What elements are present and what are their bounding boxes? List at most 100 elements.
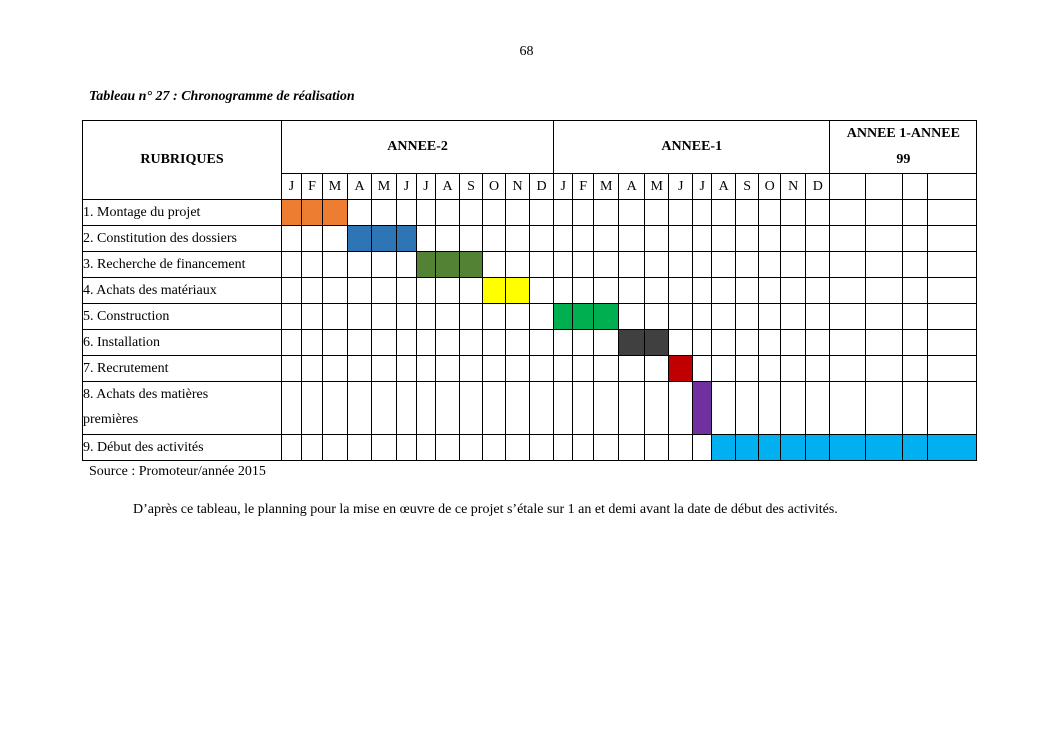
- gantt-empty-cell: [505, 199, 530, 226]
- gantt-empty-cell: [644, 277, 670, 304]
- gantt-empty-cell: [528, 381, 555, 435]
- gantt-empty-cell: [528, 251, 555, 278]
- task-label: 4. Achats des matériaux: [82, 277, 282, 304]
- gantt-empty-cell: [553, 329, 574, 356]
- gantt-empty-cell: [902, 303, 929, 330]
- gantt-empty-cell: [435, 225, 460, 252]
- gantt-empty-cell: [416, 199, 436, 226]
- gantt-empty-cell: [692, 251, 713, 278]
- month-header-y2-3: M: [322, 173, 348, 200]
- task-row: 6. Installation: [82, 329, 978, 356]
- gantt-empty-cell: [618, 381, 646, 435]
- gantt-empty-cell: [758, 225, 782, 252]
- gantt-empty-cell: [829, 225, 867, 252]
- task-row: 4. Achats des matériaux: [82, 277, 978, 304]
- month-header-y2-7: J: [416, 173, 436, 200]
- gantt-empty-cell: [780, 251, 807, 278]
- gantt-empty-cell: [644, 381, 670, 435]
- gantt-empty-cell: [416, 381, 436, 435]
- gantt-bar-cell: [459, 251, 483, 278]
- gantt-empty-cell: [805, 277, 831, 304]
- gantt-empty-cell: [459, 381, 483, 435]
- gantt-empty-cell: [668, 251, 694, 278]
- gantt-empty-cell: [735, 303, 760, 330]
- gantt-empty-cell: [644, 434, 670, 461]
- gantt-empty-cell: [593, 251, 620, 278]
- task-label: 3. Recherche de financement: [82, 251, 282, 278]
- gantt-empty-cell: [347, 381, 372, 435]
- gantt-empty-cell: [865, 199, 904, 226]
- gantt-empty-cell: [505, 251, 530, 278]
- task-label: 8. Achats des matières premières: [82, 381, 282, 435]
- gantt-empty-cell: [644, 225, 670, 252]
- task-label: 9. Début des activités: [82, 434, 282, 461]
- gantt-empty-cell: [347, 434, 372, 461]
- gantt-empty-cell: [396, 434, 417, 461]
- gantt-empty-cell: [528, 277, 555, 304]
- gantt-empty-cell: [711, 225, 737, 252]
- gantt-empty-cell: [396, 355, 417, 382]
- gantt-empty-cell: [435, 355, 460, 382]
- gantt-empty-cell: [829, 381, 867, 435]
- gantt-empty-cell: [927, 329, 978, 356]
- gantt-empty-cell: [505, 355, 530, 382]
- gantt-empty-cell: [572, 225, 595, 252]
- gantt-empty-cell: [435, 303, 460, 330]
- gantt-empty-cell: [711, 381, 737, 435]
- gantt-table-container: RUBRIQUES ANNEE-2 ANNEE-1 ANNEE 1-ANNEE …: [82, 120, 978, 461]
- gantt-empty-cell: [668, 303, 694, 330]
- gantt-empty-cell: [528, 225, 555, 252]
- month-header-y1-4: A: [618, 173, 646, 200]
- gantt-empty-cell: [322, 277, 348, 304]
- gantt-empty-cell: [865, 303, 904, 330]
- gantt-empty-cell: [927, 381, 978, 435]
- gantt-empty-cell: [482, 303, 506, 330]
- gantt-empty-cell: [482, 381, 506, 435]
- gantt-empty-cell: [692, 225, 713, 252]
- task-row: 3. Recherche de financement: [82, 251, 978, 278]
- gantt-bar-cell: [902, 434, 929, 461]
- gantt-empty-cell: [902, 355, 929, 382]
- gantt-empty-cell: [618, 434, 646, 461]
- gantt-empty-cell: [668, 329, 694, 356]
- gantt-empty-cell: [301, 355, 323, 382]
- year-header-last-line-2: 99: [896, 152, 911, 167]
- gantt-empty-cell: [829, 277, 867, 304]
- gantt-empty-cell: [902, 251, 929, 278]
- gantt-empty-cell: [927, 355, 978, 382]
- gantt-empty-cell: [668, 434, 694, 461]
- gantt-empty-cell: [829, 199, 867, 226]
- task-label-line: 8. Achats des matières: [83, 387, 209, 402]
- gantt-bar-cell: [692, 381, 713, 435]
- gantt-empty-cell: [281, 277, 302, 304]
- gantt-empty-cell: [780, 303, 807, 330]
- gantt-empty-cell: [505, 225, 530, 252]
- gantt-empty-cell: [371, 329, 397, 356]
- year-header-annee-2: ANNEE-2: [280, 120, 555, 174]
- gantt-empty-cell: [416, 277, 436, 304]
- gantt-bar-cell: [371, 225, 397, 252]
- gantt-empty-cell: [347, 329, 372, 356]
- gantt-empty-cell: [758, 381, 782, 435]
- gantt-empty-cell: [780, 355, 807, 382]
- gantt-empty-cell: [735, 199, 760, 226]
- gantt-empty-cell: [780, 199, 807, 226]
- month-header-y2-2: F: [301, 173, 323, 200]
- gantt-empty-cell: [692, 329, 713, 356]
- task-row: 1. Montage du projet: [82, 199, 978, 226]
- gantt-empty-cell: [865, 251, 904, 278]
- gantt-empty-cell: [593, 277, 620, 304]
- gantt-empty-cell: [553, 251, 574, 278]
- gantt-empty-cell: [692, 277, 713, 304]
- gantt-empty-cell: [572, 199, 595, 226]
- table-caption: Tableau n° 27 : Chronogramme de réalisat…: [89, 89, 355, 104]
- month-header-y1-2: F: [572, 173, 595, 200]
- gantt-empty-cell: [805, 251, 831, 278]
- gantt-empty-cell: [482, 251, 506, 278]
- gantt-empty-cell: [322, 251, 348, 278]
- month-header-y2-6: J: [396, 173, 417, 200]
- gantt-empty-cell: [692, 199, 713, 226]
- gantt-empty-cell: [865, 277, 904, 304]
- gantt-empty-cell: [347, 251, 372, 278]
